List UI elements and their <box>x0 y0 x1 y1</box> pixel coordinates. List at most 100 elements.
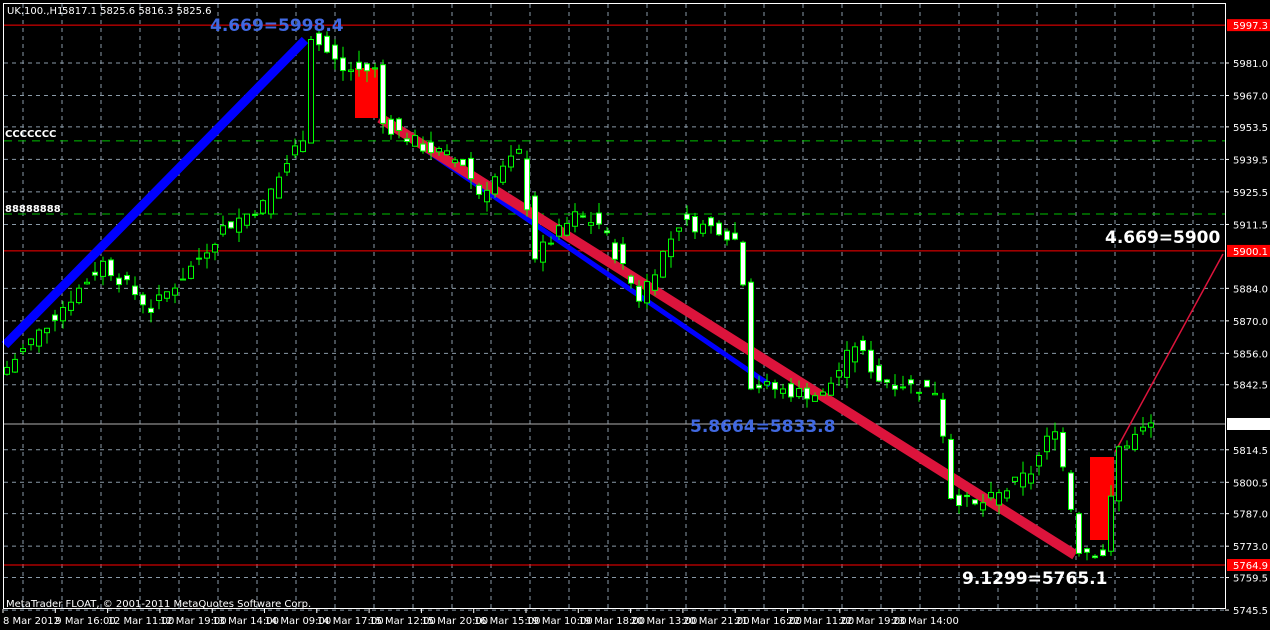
time-label: 9 Mar 16:00 <box>55 616 115 627</box>
candle-body <box>292 145 298 156</box>
trend-line-blue <box>1 36 309 349</box>
candle-body <box>796 387 802 398</box>
candle-body <box>820 391 826 396</box>
candle-body <box>12 358 18 373</box>
grid <box>4 4 1225 611</box>
candle-body <box>1124 445 1130 449</box>
candle-body <box>196 257 202 260</box>
candle-body <box>1068 472 1074 510</box>
candle-body <box>300 140 306 153</box>
price-tick-label: 5787.0 <box>1233 510 1268 521</box>
fib-label-top: 4.669=5998.4 <box>210 16 344 36</box>
price-axis: 5981.0 5967.0 5953.5 5939.5 5925.5 5911.5 5884… <box>1225 19 1270 617</box>
candle-body <box>748 281 754 390</box>
time-label: 13 Mar 14:00 <box>212 616 279 627</box>
candles <box>4 28 1154 561</box>
candle-body <box>372 67 378 70</box>
candle-body <box>580 215 586 218</box>
candle-body <box>1140 426 1146 432</box>
candle-body <box>1028 473 1034 484</box>
symbol-label: UK.100.,H1 <box>7 6 63 17</box>
price-marker-label: 5764.9 <box>1233 561 1268 572</box>
candle-body <box>932 392 938 396</box>
time-label: 20 Mar 13:00 <box>631 616 698 627</box>
candle-body <box>804 387 810 400</box>
candle-body <box>236 217 242 233</box>
candle-body <box>364 63 370 72</box>
candle-body <box>348 69 354 73</box>
ohlc-readout: 5817.1 5825.6 5816.3 5825.6 <box>62 6 212 17</box>
price-tick-label: 5967.0 <box>1233 92 1268 103</box>
time-label: 19 Mar 18:00 <box>578 616 645 627</box>
candle-body <box>84 281 90 285</box>
candle-body <box>172 287 178 296</box>
candle-body <box>308 38 314 144</box>
candle-body <box>180 278 186 281</box>
candle-body <box>756 384 762 389</box>
left-label-1: CCCCCCC <box>5 129 56 140</box>
candle-body <box>948 438 954 500</box>
candle-body <box>1004 490 1010 499</box>
candle-body <box>668 238 674 258</box>
candle-body <box>20 348 26 353</box>
candle-body <box>940 398 946 437</box>
candle-body <box>572 211 578 227</box>
price-tick-label: 5759.5 <box>1233 574 1268 585</box>
price-tick-label: 5953.5 <box>1233 123 1268 134</box>
candle-body <box>476 184 482 195</box>
candle-body <box>260 200 266 214</box>
candle-body <box>492 176 498 195</box>
candle-body <box>764 381 770 386</box>
candle-body <box>732 232 738 240</box>
candle-body <box>860 340 866 352</box>
candle-body <box>740 241 746 286</box>
candle-body <box>1076 513 1082 554</box>
candle-body <box>108 259 114 277</box>
time-label: 15 Mar 20:00 <box>421 616 488 627</box>
candle-body <box>116 277 122 286</box>
price-tick-label: 5870.0 <box>1233 317 1268 328</box>
rectangle-object <box>355 68 378 118</box>
candle-body <box>1044 435 1050 453</box>
candle-body <box>908 379 914 385</box>
candle-body <box>532 195 538 260</box>
candle-body <box>316 32 322 46</box>
candle-body <box>524 158 530 211</box>
candle-body <box>60 306 66 322</box>
candle-body <box>460 158 466 166</box>
candle-body <box>780 388 786 394</box>
candle-body <box>132 285 138 296</box>
candle-body <box>244 213 250 226</box>
candle-body <box>684 213 690 220</box>
candle-body <box>380 64 386 124</box>
trend-line-red <box>1114 253 1224 453</box>
plot-border <box>3 3 1226 609</box>
candle-body <box>852 346 858 363</box>
candle-body <box>508 155 514 168</box>
candle-body <box>484 189 490 203</box>
candle-body <box>900 386 906 389</box>
candle-body <box>1052 431 1058 440</box>
candle-body <box>340 57 346 72</box>
candle-body <box>356 61 362 70</box>
candle-body <box>916 391 922 394</box>
candle-body <box>716 222 722 236</box>
price-tick-label: 5911.5 <box>1233 220 1268 231</box>
price-tick-label: 5939.5 <box>1233 155 1268 166</box>
candle-body <box>548 242 554 245</box>
time-label: 12 Mar 11:00 <box>108 616 175 627</box>
candle-body <box>1108 495 1114 552</box>
candle-body <box>156 294 162 302</box>
left-label-2: 88888888 <box>5 204 61 215</box>
candle-body <box>228 221 234 229</box>
candle-body <box>652 274 658 291</box>
candle-body <box>500 165 506 183</box>
horizontal-levels <box>4 24 1225 566</box>
candle-body <box>140 294 146 306</box>
candle-body <box>44 327 50 334</box>
candle-body <box>540 241 546 263</box>
candle-body <box>1060 432 1066 468</box>
candle-body <box>52 314 58 321</box>
price-marker-label: 5997.3 <box>1233 21 1268 32</box>
